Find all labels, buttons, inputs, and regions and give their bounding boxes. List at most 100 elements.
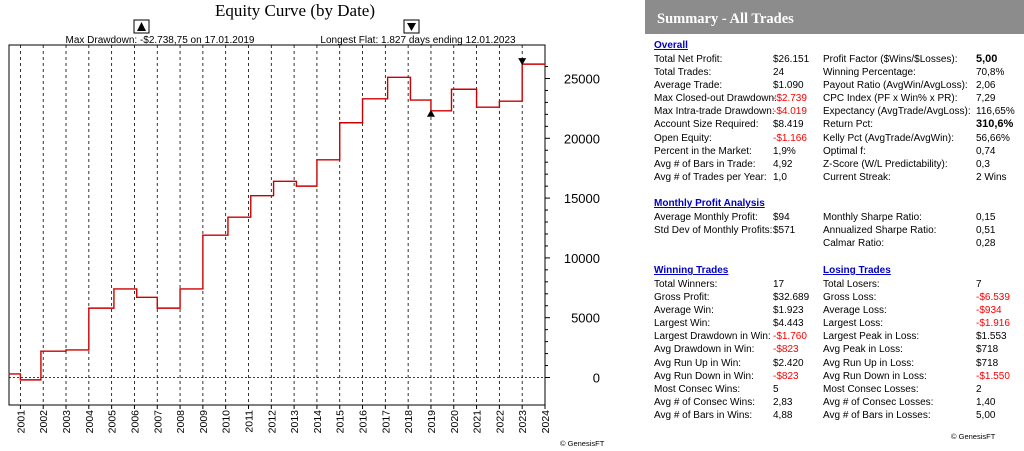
equity-point bbox=[156, 307, 158, 309]
stat-value: 1,0 bbox=[773, 171, 787, 183]
stat-label: Return Pct: bbox=[823, 119, 874, 131]
stat-value: 4,88 bbox=[773, 409, 793, 421]
stat-value: 310,6% bbox=[976, 118, 1014, 131]
stat-row: Largest Loss: -$1.916 bbox=[823, 317, 1010, 330]
equity-point bbox=[475, 106, 478, 108]
stat-row: Avg Drawdown in Win: -$823 bbox=[654, 343, 824, 356]
stat-value: $1.090 bbox=[773, 80, 804, 92]
stat-row: Calmar Ratio: 0,28 bbox=[823, 237, 1021, 250]
overall-right-list: Profit Factor ($Wins/$Losses): 5,00 Winnin… bbox=[823, 53, 1021, 184]
stat-label: Percent in the Market: bbox=[654, 145, 752, 157]
equity-point bbox=[227, 216, 229, 218]
stat-row: Largest Peak in Loss: $1.553 bbox=[823, 330, 1007, 343]
stat-row: Average Win: $1.923 bbox=[654, 304, 824, 317]
stat-label: Monthly Sharpe Ratio: bbox=[823, 212, 922, 223]
x-tick-label: 2001 bbox=[15, 410, 27, 434]
stat-label: Kelly Pct (AvgTrade/AvgWin): bbox=[823, 132, 954, 144]
equity-curve-chart: Equity Curve (by Date) Max Drawdown: -$2… bbox=[8, 1, 600, 434]
longest-flat-end-marker bbox=[518, 58, 527, 66]
x-tick-label: 2009 bbox=[198, 410, 210, 434]
x-tick-label: 2011 bbox=[243, 410, 255, 433]
equity-point bbox=[19, 379, 22, 381]
stat-value: 0,51 bbox=[976, 225, 996, 237]
summary-panel: Summary - All Trades Overall Total Net P… bbox=[645, 0, 1024, 451]
stat-row: Total Losers: 7 bbox=[823, 278, 993, 291]
stat-label: Avg Run Down in Win: bbox=[654, 370, 754, 382]
stat-value: -$823 bbox=[773, 344, 799, 356]
stat-value: $718 bbox=[976, 357, 999, 369]
stat-label: Payout Ratio (AvgWin/AvgLoss): bbox=[823, 80, 968, 92]
x-tick-label: 2023 bbox=[517, 410, 529, 434]
stat-value: 7 bbox=[976, 279, 982, 290]
stat-row: Monthly Sharpe Ratio: 0,15 bbox=[823, 211, 1021, 224]
x-tick-label: 2019 bbox=[426, 410, 438, 434]
losing-trades-heading: Losing Trades bbox=[823, 265, 891, 276]
equity-point bbox=[202, 234, 204, 236]
stat-value: -$1.166 bbox=[773, 132, 807, 144]
chart-markers bbox=[426, 58, 527, 117]
stat-label: Most Consec Losses: bbox=[823, 383, 919, 395]
stat-row: Percent in the Market: 1,9% bbox=[654, 145, 824, 158]
stat-row: Profit Factor ($Wins/$Losses): 5,00 bbox=[823, 53, 1021, 66]
x-tick-label: 2007 bbox=[152, 410, 164, 434]
y-tick-label: 25000 bbox=[564, 71, 600, 86]
axes: 2001 2002 2003 2004 2005 2006 2007 2008 2009 2010… bbox=[15, 66, 600, 434]
equity-point bbox=[88, 307, 90, 309]
stat-label: Optimal f: bbox=[823, 145, 866, 157]
equity-point bbox=[409, 99, 412, 101]
stat-label: Gross Loss: bbox=[823, 292, 877, 304]
stat-value: $32.689 bbox=[773, 292, 810, 304]
x-tick-label: 2012 bbox=[266, 410, 278, 434]
stat-value: $4.443 bbox=[773, 318, 804, 330]
stat-label: Z-Score (W/L Predictability): bbox=[823, 158, 948, 170]
stat-label: Largest Drawdown in Win: bbox=[654, 331, 771, 343]
stat-row: Optimal f: 0,74 bbox=[823, 145, 1021, 158]
stat-value: -$4.019 bbox=[773, 106, 807, 118]
stat-value: 24 bbox=[773, 67, 785, 79]
stat-label: Avg Run Up in Loss: bbox=[823, 357, 914, 369]
stat-row: Total Trades: 24 bbox=[654, 66, 824, 79]
x-tick-label: 2015 bbox=[335, 410, 347, 434]
stat-label: Gross Profit: bbox=[654, 292, 710, 304]
stat-row: Avg Peak in Loss: $718 bbox=[823, 343, 998, 356]
x-tick-label: 2021 bbox=[472, 410, 484, 434]
monthly-right-list: Monthly Sharpe Ratio: 0,15 Annualized Shar… bbox=[823, 211, 1021, 250]
stat-value: -$1.760 bbox=[773, 331, 807, 343]
stat-value: 7,29 bbox=[976, 93, 996, 105]
stat-row: Gross Loss: -$6.539 bbox=[823, 291, 1010, 304]
stat-label: Total Net Profit: bbox=[654, 54, 723, 65]
stat-value: -$2.739 bbox=[773, 93, 807, 105]
stat-value: 1,40 bbox=[976, 396, 996, 408]
x-tick-label: 2017 bbox=[380, 410, 392, 434]
stat-row: Max Closed-out Drawdown: -$2.739 bbox=[654, 92, 824, 105]
stat-value: $2.420 bbox=[773, 357, 804, 369]
equity-point bbox=[136, 296, 138, 298]
equity-point bbox=[179, 288, 181, 290]
equity-point bbox=[316, 159, 318, 161]
chart-watermark: © GenesisFT bbox=[560, 439, 605, 448]
stat-label: Avg Peak in Loss: bbox=[823, 344, 903, 356]
stat-value: 5,00 bbox=[976, 53, 998, 65]
max-drawdown-label: Max Drawdown: -$2.738,75 on 17.01.2019 bbox=[65, 35, 254, 46]
stat-value: 0,28 bbox=[976, 238, 996, 250]
stat-value: 0,15 bbox=[976, 212, 996, 223]
equity-point bbox=[250, 195, 252, 197]
equity-point bbox=[113, 288, 115, 290]
stat-value: 70,8% bbox=[976, 67, 1005, 79]
y-tick-label: 5000 bbox=[571, 311, 600, 326]
stat-label: Calmar Ratio: bbox=[823, 238, 885, 250]
stat-label: Expectancy (AvgTrade/AvgLoss): bbox=[823, 106, 971, 118]
stat-row: Largest Drawdown in Win: -$1.760 bbox=[654, 330, 824, 343]
x-tick-label: 2022 bbox=[494, 410, 506, 434]
equity-point bbox=[450, 88, 453, 90]
stat-label: Avg # of Bars in Wins: bbox=[654, 409, 753, 421]
stat-label: Average Loss: bbox=[823, 305, 887, 317]
x-tick-label: 2010 bbox=[221, 410, 233, 434]
x-tick-label: 2005 bbox=[107, 410, 119, 434]
stat-value: -$934 bbox=[976, 305, 1002, 317]
winning-trades-heading: Winning Trades bbox=[654, 265, 729, 276]
stat-label: Largest Win: bbox=[654, 318, 711, 330]
stat-label: Max Intra-trade Drawdown: bbox=[654, 106, 775, 118]
stat-row: Payout Ratio (AvgWin/AvgLoss): 2,06 bbox=[823, 79, 1021, 92]
x-tick-label: 2008 bbox=[175, 410, 187, 434]
